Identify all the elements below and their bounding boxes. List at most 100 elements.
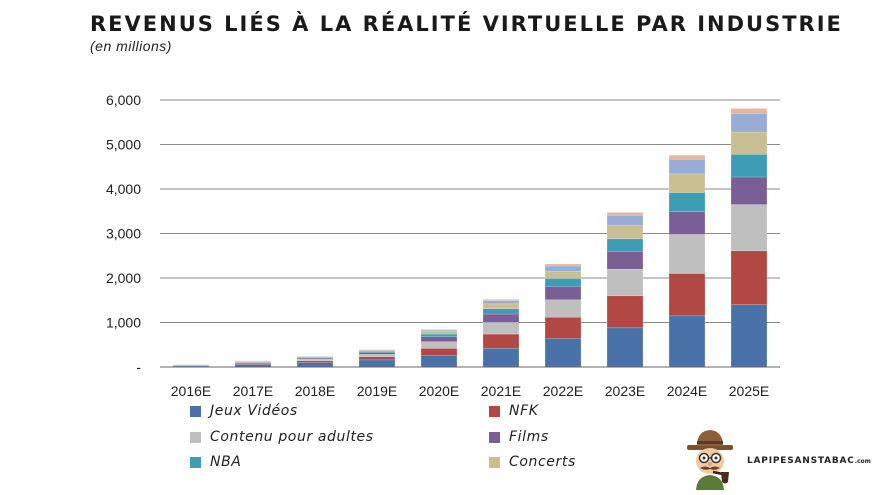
- y-tick-label: -: [136, 359, 141, 375]
- bar-segment: [668, 315, 706, 368]
- legend-swatch: [489, 431, 500, 443]
- y-tick-label: 4,000: [106, 181, 141, 197]
- bar-stack-2019E: [358, 349, 396, 368]
- bar-stack-2017E: [234, 360, 272, 368]
- bar-segment: [730, 113, 768, 133]
- bar-segment: [544, 286, 582, 301]
- bar-stack-2020E: [420, 329, 458, 368]
- legend-label: Concerts: [509, 454, 576, 470]
- x-tick-label: 2022E: [543, 383, 583, 399]
- bar-segment: [668, 192, 706, 212]
- bar-segment: [420, 336, 458, 342]
- bar-segment: [482, 308, 520, 315]
- bar-segment: [668, 234, 706, 274]
- bar-segment: [482, 348, 520, 368]
- brand-name: LAPIPESANSTABAC: [747, 456, 855, 466]
- bar-segment: [420, 341, 458, 349]
- brand-suffix: .com: [854, 458, 871, 465]
- bar-segment: [730, 108, 768, 114]
- x-tick-label: 2021E: [481, 383, 521, 399]
- bar-segment: [420, 355, 458, 368]
- bar-stack-2018E: [296, 355, 334, 368]
- bar-segment: [544, 299, 582, 318]
- bar-segment: [420, 331, 458, 335]
- bar-stack-2022E: [544, 263, 582, 368]
- bar-stack-2024E: [668, 154, 706, 368]
- bar-segment: [482, 322, 520, 335]
- bar-segment: [482, 313, 520, 323]
- bar-stack-2023E: [606, 212, 644, 368]
- legend-label: Contenu pour adultes: [210, 429, 374, 445]
- bar-segment: [544, 263, 582, 267]
- x-tick-label: 2016E: [171, 383, 211, 399]
- legend-swatch: [190, 431, 201, 443]
- x-tick-label: 2025E: [729, 383, 769, 399]
- bar-segment: [730, 176, 768, 205]
- bars: [172, 108, 768, 368]
- y-tick-label: 6,000: [106, 92, 141, 108]
- bar-segment: [544, 316, 582, 339]
- bar-segment: [420, 348, 458, 356]
- x-tick-label: 2018E: [295, 383, 335, 399]
- legend-item-nba: NBA: [190, 454, 241, 470]
- bar-segment: [482, 333, 520, 349]
- y-tick-label: 1,000: [106, 315, 141, 331]
- y-tick-label: 3,000: [106, 226, 141, 242]
- legend-item-films: Films: [489, 429, 549, 445]
- bar-segment: [482, 299, 520, 301]
- bar-segment: [730, 250, 768, 305]
- bar-segment: [606, 215, 644, 226]
- bar-segment: [482, 303, 520, 309]
- bar-segment: [358, 359, 396, 368]
- bar-segment: [420, 333, 458, 337]
- legend-item-concerts: Concerts: [489, 454, 576, 470]
- x-axis-ticks: 2016E 2017E 2018E 2019E 2020E 2021E 2022E 2023E…: [171, 383, 769, 399]
- brand-logo-text: LAPIPESANSTABAC.com: [747, 456, 871, 466]
- x-tick-label: 2020E: [419, 383, 459, 399]
- bar-segment: [358, 350, 396, 352]
- bar-stack-2021E: [482, 299, 520, 368]
- legend-label: Films: [509, 429, 549, 445]
- bar-stack-2025E: [730, 108, 768, 368]
- bar-segment: [606, 251, 644, 270]
- bar-segment: [730, 154, 768, 178]
- bar-segment: [296, 360, 334, 363]
- bar-segment: [730, 304, 768, 368]
- bar-segment: [358, 354, 396, 358]
- bar-segment: [730, 204, 768, 252]
- bar-segment: [606, 327, 644, 368]
- bar-segment: [668, 158, 706, 175]
- bar-segment: [730, 131, 768, 155]
- bar-segment: [296, 362, 334, 368]
- x-tick-label: 2024E: [667, 383, 707, 399]
- x-tick-label: 2017E: [233, 383, 273, 399]
- chart-subtitle: (en millions): [90, 38, 172, 54]
- bar-segment: [420, 329, 458, 331]
- bar-segment: [544, 271, 582, 279]
- bar-segment: [606, 212, 644, 216]
- bar-segment: [668, 154, 706, 160]
- bar-segment: [668, 273, 706, 317]
- bar-segment: [606, 225, 644, 240]
- x-tick-label: 2023E: [605, 383, 645, 399]
- legend-label: NBA: [210, 454, 242, 470]
- bar-segment: [606, 238, 644, 252]
- bar-segment: [234, 362, 272, 364]
- y-tick-label: 2,000: [106, 270, 141, 286]
- pipe-mascot-icon: [687, 430, 733, 490]
- bar-segment: [544, 278, 582, 287]
- bar-segment: [358, 352, 396, 355]
- bar-segment: [668, 173, 706, 193]
- y-tick-label: 5,000: [106, 137, 141, 153]
- x-tick-label: 2019E: [357, 383, 397, 399]
- bar-segment: [606, 268, 644, 297]
- bar-segment: [482, 300, 520, 305]
- bar-segment: [358, 356, 396, 361]
- chart-title: REVENUS LIÉS À LA RÉALITÉ VIRTUELLE PAR …: [90, 12, 843, 36]
- brand-logo: LAPIPESANSTABAC.com: [683, 425, 873, 490]
- bar-segment: [606, 295, 644, 329]
- legend-swatch: [489, 456, 500, 468]
- legend-item-contenu-pour-adultes: Contenu pour adultes: [190, 429, 374, 445]
- y-axis-ticks: - 1,000 2,000 3,000 4,000 5,000 6,000: [106, 92, 141, 375]
